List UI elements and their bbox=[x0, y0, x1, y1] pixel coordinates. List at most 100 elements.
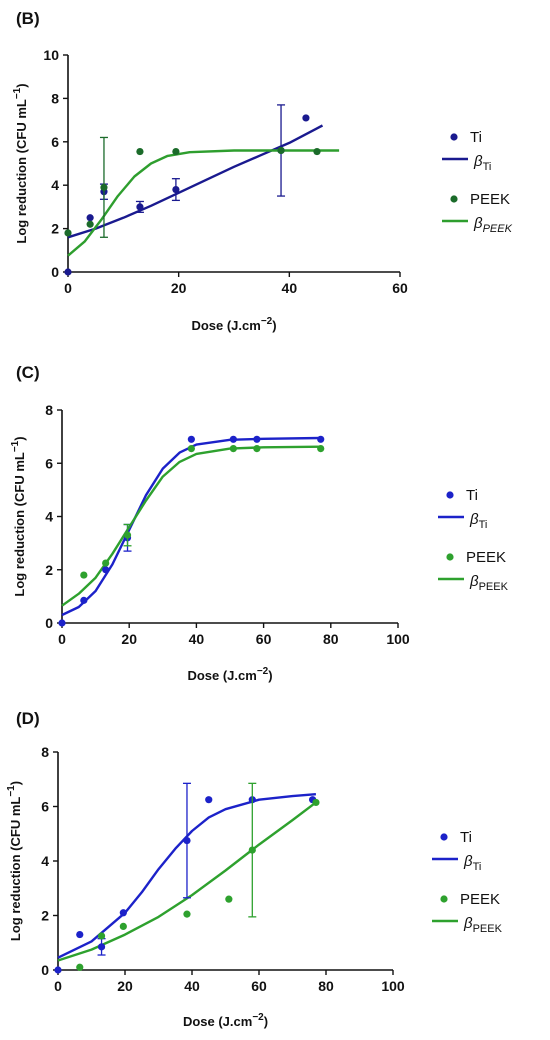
data-point-ti bbox=[76, 930, 84, 939]
x-tick-label: 60 bbox=[392, 280, 408, 296]
y-tick-label: 4 bbox=[41, 853, 49, 869]
x-tick-label: 40 bbox=[189, 631, 205, 647]
y-tick-label: 2 bbox=[45, 562, 53, 578]
y-tick-label: 6 bbox=[41, 799, 49, 815]
data-point-ti bbox=[172, 185, 180, 194]
y-axis-title-end: ) bbox=[12, 436, 27, 440]
legend-beta-subscript: PEEK bbox=[473, 923, 503, 935]
data-point-peek bbox=[100, 183, 108, 191]
y-axis-title-main: Log reduction (CFU mL bbox=[8, 797, 23, 941]
data-point-peek bbox=[312, 798, 320, 807]
data-point-peek bbox=[97, 932, 106, 940]
data-point-peek bbox=[119, 922, 127, 931]
data-point-peek bbox=[225, 895, 233, 903]
legend-beta-symbol: β bbox=[469, 573, 479, 590]
data-point-ti bbox=[229, 435, 237, 443]
data-point-peek bbox=[80, 571, 88, 579]
data-point-ti bbox=[302, 114, 310, 122]
legend-beta-subscript: Ti bbox=[483, 161, 492, 173]
data-point-ti bbox=[102, 566, 110, 574]
y-axis-title: Log reduction (CFU mL−1) bbox=[10, 436, 27, 596]
y-tick-label: 6 bbox=[45, 455, 53, 471]
legend-label-beta-ti: βTi bbox=[473, 153, 491, 173]
y-tick-label: 8 bbox=[45, 402, 53, 418]
data-point-peek bbox=[187, 445, 195, 453]
data-point-peek bbox=[136, 147, 144, 156]
data-point-peek bbox=[183, 910, 191, 918]
y-axis-title-sup: −1 bbox=[12, 87, 23, 99]
x-tick-label: 20 bbox=[117, 978, 133, 994]
x-tick-label: 20 bbox=[171, 280, 187, 296]
legend-label-beta-ti: βTi bbox=[469, 511, 487, 531]
x-axis-title: Dose (J.cm−2) bbox=[187, 666, 272, 683]
x-axis-title-sup: −2 bbox=[252, 1012, 264, 1023]
fit-curve-ti bbox=[61, 436, 321, 617]
y-axis-title-end: ) bbox=[14, 83, 29, 87]
legend-label-beta-ti: βTi bbox=[463, 853, 481, 873]
legend-marker-ti bbox=[450, 133, 458, 141]
data-point-ti bbox=[97, 943, 106, 951]
data-point-peek bbox=[172, 147, 180, 156]
x-tick-label: 60 bbox=[256, 631, 272, 647]
x-tick-label: 40 bbox=[184, 978, 200, 994]
y-axis-title-end: ) bbox=[8, 781, 23, 785]
legend-beta-subscript: PEEK bbox=[479, 581, 509, 593]
legend-beta-subscript: PEEK bbox=[483, 223, 513, 235]
y-tick-label: 6 bbox=[51, 134, 59, 150]
y-tick-label: 4 bbox=[51, 177, 59, 193]
data-point-ti bbox=[54, 966, 62, 974]
data-point-peek bbox=[313, 147, 321, 156]
legend-beta-symbol: β bbox=[469, 511, 479, 528]
legend-label-peek: PEEK bbox=[466, 549, 506, 566]
y-axis-title-sup: −1 bbox=[6, 785, 17, 797]
x-axis-title-end: ) bbox=[264, 1014, 268, 1029]
x-tick-label: 0 bbox=[54, 978, 62, 994]
x-tick-label: 80 bbox=[318, 978, 334, 994]
legend-beta-subscript: Ti bbox=[473, 861, 482, 873]
x-axis-title: Dose (J.cm−2) bbox=[183, 1012, 268, 1029]
legend-label-ti: Ti bbox=[466, 487, 478, 504]
data-point-peek bbox=[229, 445, 237, 453]
x-tick-label: 0 bbox=[58, 631, 66, 647]
data-point-ti bbox=[136, 203, 144, 211]
legend-marker-ti bbox=[440, 833, 448, 841]
data-point-ti bbox=[58, 619, 66, 627]
legend-label-ti: Ti bbox=[460, 829, 472, 846]
legend-label-beta-peek: βPEEK bbox=[473, 215, 513, 235]
data-point-peek bbox=[123, 531, 132, 539]
legend-beta-symbol: β bbox=[463, 915, 473, 932]
x-tick-label: 100 bbox=[381, 978, 405, 994]
panel-label: (D) bbox=[16, 709, 40, 728]
x-axis-title-end: ) bbox=[268, 668, 272, 683]
y-tick-label: 8 bbox=[41, 744, 49, 760]
x-tick-label: 80 bbox=[323, 631, 339, 647]
y-tick-label: 0 bbox=[51, 264, 59, 280]
legend-label-ti: Ti bbox=[470, 129, 482, 146]
y-tick-label: 0 bbox=[41, 962, 49, 978]
y-tick-label: 8 bbox=[51, 90, 59, 106]
x-tick-label: 0 bbox=[64, 280, 72, 296]
legend-label-peek: PEEK bbox=[460, 891, 500, 908]
x-tick-label: 20 bbox=[121, 631, 137, 647]
data-point-ti bbox=[80, 596, 88, 604]
data-point-peek bbox=[277, 146, 285, 155]
data-point-ti bbox=[317, 435, 325, 443]
panel-label: (B) bbox=[16, 9, 40, 28]
x-tick-label: 60 bbox=[251, 978, 267, 994]
legend-beta-symbol: β bbox=[473, 215, 483, 232]
data-point-ti bbox=[86, 214, 94, 222]
legend-beta-subscript: Ti bbox=[479, 519, 488, 531]
data-point-peek bbox=[102, 559, 110, 567]
panel-label: (C) bbox=[16, 363, 40, 382]
data-point-ti bbox=[119, 909, 127, 917]
x-axis-title-main: Dose (J.cm bbox=[187, 668, 256, 683]
legend-beta-symbol: β bbox=[463, 853, 473, 870]
y-axis-title-main: Log reduction (CFU mL bbox=[12, 452, 27, 596]
data-point-peek bbox=[76, 963, 84, 971]
y-axis-title-main: Log reduction (CFU mL bbox=[14, 99, 29, 243]
data-point-peek bbox=[317, 445, 325, 453]
